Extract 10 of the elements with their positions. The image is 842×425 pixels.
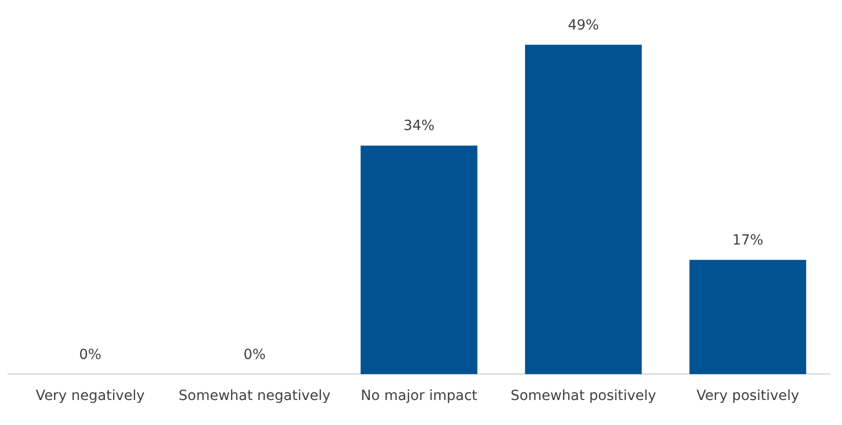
x-tick-label: Very positively <box>696 388 800 404</box>
x-tick-label: No major impact <box>360 388 478 404</box>
data-label: 0% <box>243 346 266 363</box>
data-label: 34% <box>403 118 435 134</box>
x-tick-label: Somewhat positively <box>510 388 656 404</box>
x-tick-label: Very negatively <box>36 388 145 404</box>
data-label: 17% <box>732 232 764 249</box>
data-label: 0% <box>79 346 102 363</box>
x-tick-label: Somewhat negatively <box>178 388 331 404</box>
data-label: 49% <box>568 17 599 34</box>
